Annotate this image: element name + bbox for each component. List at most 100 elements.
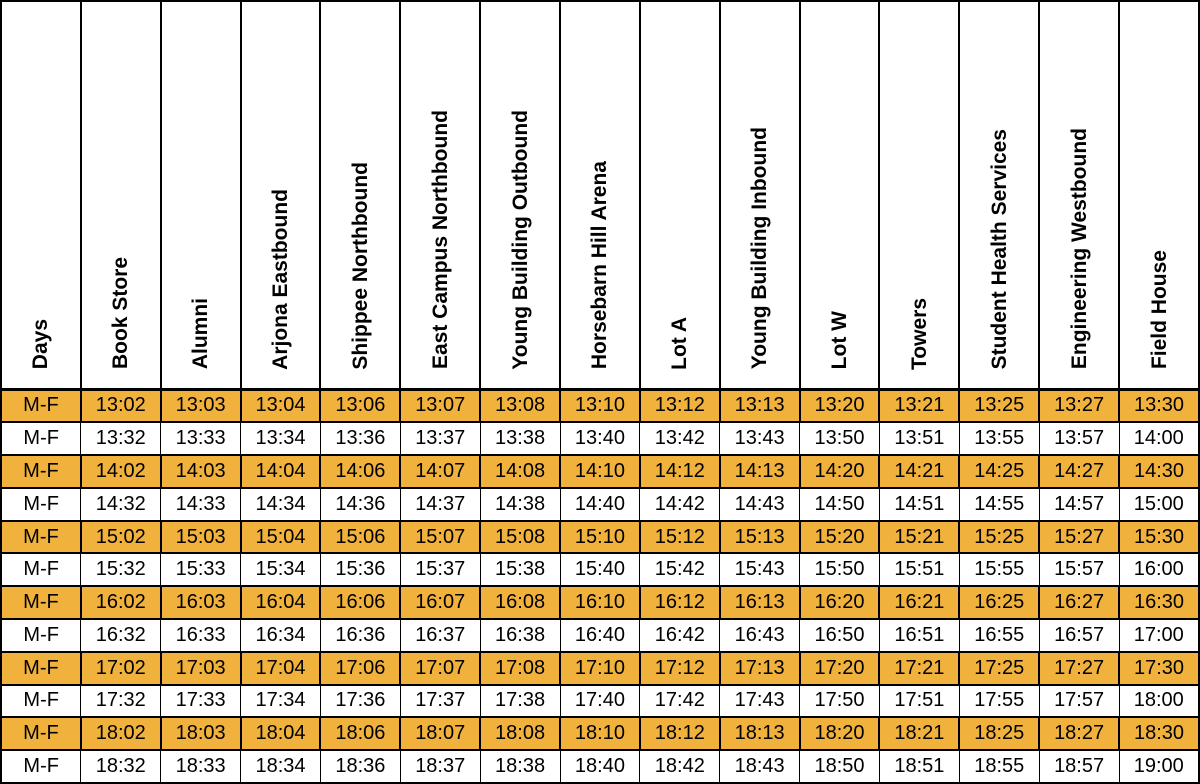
time-cell: 18:10 — [559, 716, 641, 752]
time-cell: 17:13 — [718, 650, 801, 686]
time-cell: 14:42 — [639, 486, 721, 522]
header-cell-young-building-outbound: Young Building Outbound — [479, 0, 562, 391]
time-cell: 18:37 — [399, 749, 481, 784]
time-cell: 15:57 — [1038, 552, 1120, 588]
time-cell: 17:25 — [958, 650, 1041, 686]
time-cell: 16:25 — [958, 585, 1041, 621]
time-cell: 14:07 — [399, 454, 482, 489]
time-cell: 18:03 — [159, 716, 242, 752]
time-cell: 16:02 — [79, 585, 162, 621]
timetable-row: M-F 13:32 13:33 13:34 13:36 13:37 13:38 13:40 13… — [0, 421, 1200, 457]
header-label: Young Building Inbound — [748, 127, 772, 370]
time-cell: 13:33 — [160, 421, 242, 457]
time-cell: 17:04 — [239, 650, 322, 686]
timetable-row: M-F 17:32 17:33 17:34 17:36 17:37 17:38 17:40 17… — [0, 683, 1200, 719]
time-cell: 13:27 — [1038, 387, 1121, 424]
time-cell: 15:55 — [958, 552, 1040, 588]
time-cell: 16:21 — [878, 585, 961, 621]
time-cell: 15:08 — [479, 519, 562, 555]
header-cell-lot-w: Lot W — [798, 0, 881, 391]
time-cell: 15:07 — [399, 519, 482, 555]
time-cell: 13:06 — [319, 387, 402, 424]
header-cell-field-house: Field House — [1118, 0, 1200, 391]
time-cell: 15:10 — [559, 519, 641, 555]
header-cell-book-store: Book Store — [79, 0, 162, 391]
time-cell: 15:37 — [399, 552, 481, 588]
days-cell: M-F — [0, 454, 82, 489]
time-cell: 16:43 — [719, 618, 801, 653]
time-cell: 13:12 — [638, 387, 721, 424]
time-cell: 13:37 — [399, 421, 481, 457]
time-cell: 18:51 — [878, 749, 960, 784]
time-cell: 17:43 — [719, 683, 801, 719]
time-cell: 15:06 — [319, 519, 402, 555]
time-cell: 18:50 — [799, 749, 880, 784]
time-cell: 15:21 — [878, 519, 961, 555]
header-cell-student-health-services: Student Health Services — [958, 0, 1041, 391]
days-cell: M-F — [0, 749, 82, 784]
header-cell-arjona-eastbound: Arjona Eastbound — [239, 0, 322, 391]
header-label: Young Building Outbound — [508, 109, 532, 370]
time-cell: 16:04 — [239, 585, 322, 621]
time-cell: 16:38 — [479, 618, 561, 653]
time-cell: 14:12 — [638, 454, 721, 489]
time-cell: 14:21 — [878, 454, 961, 489]
header-cell-lot-a: Lot A — [638, 0, 721, 391]
header-label: Lot A — [668, 316, 692, 370]
time-cell: 13:57 — [1038, 421, 1120, 457]
timetable-body: M-F 13:02 13:03 13:04 13:06 13:07 13:08 13:10 13… — [0, 387, 1200, 784]
time-cell: 17:51 — [878, 683, 960, 719]
time-cell: 15:25 — [958, 519, 1041, 555]
days-cell: M-F — [0, 421, 82, 457]
time-cell: 13:32 — [80, 421, 162, 457]
time-cell: 14:25 — [958, 454, 1041, 489]
time-cell: 16:40 — [559, 618, 641, 653]
time-cell: 15:04 — [239, 519, 322, 555]
time-cell: 17:06 — [319, 650, 402, 686]
time-cell: 16:50 — [799, 618, 880, 653]
time-cell: 14:37 — [399, 486, 481, 522]
time-cell: 17:10 — [559, 650, 641, 686]
time-cell: 13:10 — [559, 387, 641, 424]
time-cell: 14:06 — [319, 454, 402, 489]
time-cell: 16:20 — [798, 585, 881, 621]
time-cell: 13:43 — [719, 421, 801, 457]
time-cell: 16:37 — [399, 618, 481, 653]
time-cell: 15:00 — [1118, 486, 1200, 522]
header-cell-towers: Towers — [878, 0, 961, 391]
time-cell: 13:50 — [799, 421, 880, 457]
time-cell: 18:07 — [399, 716, 482, 752]
time-cell: 17:36 — [319, 683, 401, 719]
header-cell-young-building-inbound: Young Building Inbound — [718, 0, 801, 391]
time-cell: 14:08 — [479, 454, 562, 489]
days-cell: M-F — [0, 552, 82, 588]
timetable-row: M-F 17:02 17:03 17:04 17:06 17:07 17:08 17:10 17… — [0, 650, 1200, 686]
time-cell: 17:50 — [799, 683, 880, 719]
time-cell: 14:10 — [559, 454, 641, 489]
header-label: East Campus Northbound — [428, 110, 452, 370]
header-cell-engineering-westbound: Engineering Westbound — [1038, 0, 1121, 391]
header-label: Horsebarn Hill Arena — [588, 161, 612, 370]
header-label: Arjona Eastbound — [269, 188, 292, 370]
days-cell: M-F — [0, 683, 82, 719]
time-cell: 15:27 — [1038, 519, 1121, 555]
time-cell: 13:13 — [718, 387, 801, 424]
time-cell: 15:33 — [160, 552, 242, 588]
time-cell: 17:21 — [878, 650, 961, 686]
time-cell: 14:38 — [479, 486, 561, 522]
time-cell: 18:42 — [639, 749, 721, 784]
time-cell: 17:40 — [559, 683, 641, 719]
time-cell: 14:33 — [160, 486, 242, 522]
time-cell: 18:20 — [798, 716, 881, 752]
time-cell: 18:21 — [878, 716, 961, 752]
time-cell: 15:43 — [719, 552, 801, 588]
time-cell: 13:25 — [958, 387, 1041, 424]
header-cell-days: Days — [0, 0, 82, 391]
time-cell: 14:43 — [719, 486, 801, 522]
time-cell: 15:03 — [159, 519, 242, 555]
timetable-row: M-F 14:32 14:33 14:34 14:36 14:37 14:38 14:40 14… — [0, 486, 1200, 522]
time-cell: 14:50 — [799, 486, 880, 522]
time-cell: 15:34 — [240, 552, 321, 588]
time-cell: 18:02 — [79, 716, 162, 752]
